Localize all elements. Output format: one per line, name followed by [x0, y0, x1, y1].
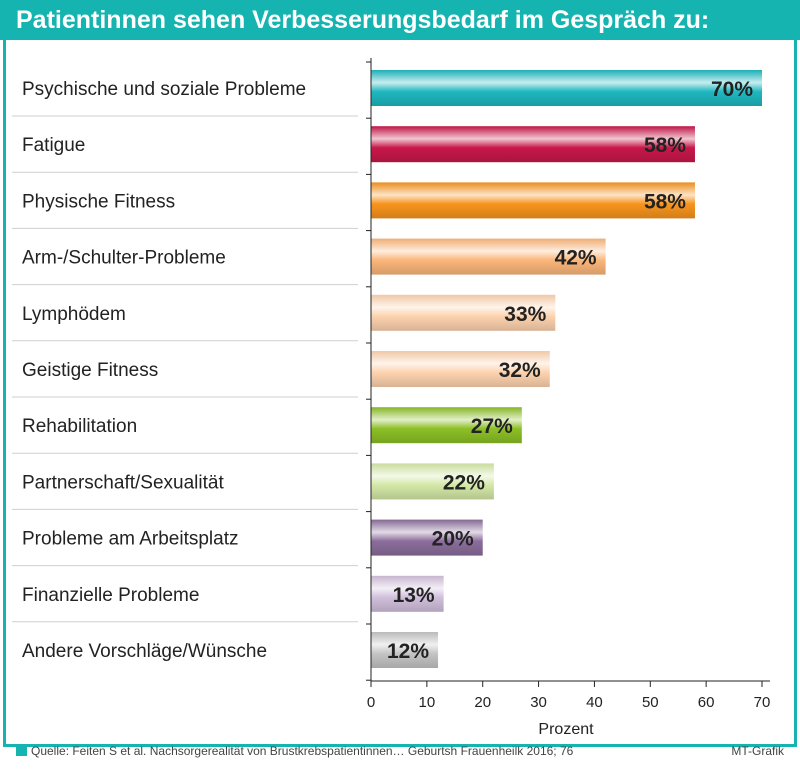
bar-value-label: 20% [432, 528, 474, 551]
category-label: Finanzielle Probleme [22, 585, 199, 606]
bar [371, 182, 695, 219]
category-label: Psychische und soziale Probleme [22, 79, 306, 100]
bar [371, 294, 556, 331]
source-text: Quelle: Feiten S et al. Nachsorgerealitä… [31, 744, 574, 758]
bar-value-label: 70% [711, 78, 753, 101]
bar-value-label: 58% [644, 134, 686, 157]
bar [371, 519, 483, 556]
bar [371, 238, 606, 275]
bar-value-label: 13% [393, 584, 435, 607]
x-tick-label: 40 [586, 694, 603, 711]
x-tick-label: 60 [698, 694, 715, 711]
bar [371, 70, 762, 106]
category-label: Lymphödem [22, 304, 126, 325]
chart-title: Patientinnen sehen Verbesserungsbedarf i… [0, 0, 800, 40]
category-label: Geistige Fitness [22, 360, 158, 381]
x-axis-label: Prozent [538, 721, 594, 738]
bar-value-label: 12% [387, 640, 429, 663]
x-tick-label: 0 [367, 694, 375, 711]
bar [371, 126, 695, 163]
credit-text: MT-Grafik [731, 744, 784, 758]
bar-value-label: 42% [555, 247, 597, 270]
chart-frame [3, 40, 797, 747]
category-label: Andere Vorschläge/Wünsche [22, 641, 267, 662]
bar-value-label: 32% [499, 359, 541, 382]
category-label: Partnerschaft/Sexualität [22, 472, 224, 493]
bar-value-label: 27% [471, 415, 513, 438]
category-label: Fatigue [22, 135, 85, 156]
bar-chart: Psychische und soziale Probleme Fatigue Ph… [12, 58, 771, 738]
category-label: Rehabilitation [22, 416, 137, 437]
source-note: Quelle: Feiten S et al. Nachsorgerealitä… [16, 744, 573, 758]
x-tick-label: 30 [530, 694, 547, 711]
category-label: Probleme am Arbeitsplatz [22, 529, 239, 550]
category-label: Arm-/Schulter-Probleme [22, 248, 226, 269]
x-tick-label: 20 [474, 694, 491, 711]
bar [371, 632, 439, 668]
x-tick-label: 10 [419, 694, 436, 711]
bar [371, 463, 494, 500]
bar-value-label: 22% [443, 471, 485, 494]
category-label: Physische Fitness [22, 191, 175, 212]
x-tick-label: 50 [642, 694, 659, 711]
bar [371, 351, 550, 387]
bar-value-label: 58% [644, 190, 686, 213]
x-tick-label: 70 [754, 694, 771, 711]
bar-value-label: 33% [504, 303, 546, 326]
source-marker [16, 745, 27, 756]
bar [371, 575, 444, 612]
bar [371, 407, 522, 444]
